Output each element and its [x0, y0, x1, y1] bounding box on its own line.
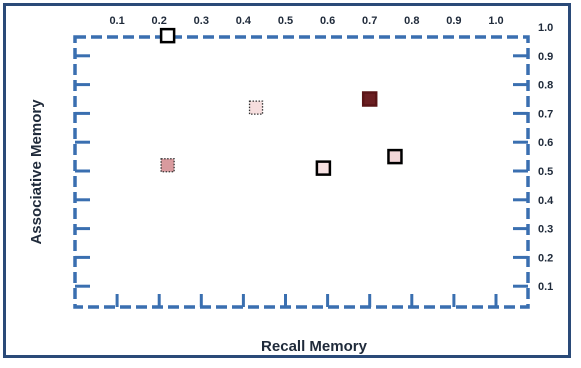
y-tick-label: 0.1: [538, 281, 553, 293]
points-layer: [159, 27, 403, 176]
x-tick-label: 0.2: [152, 15, 167, 27]
outer-frame: [3, 3, 571, 358]
x-tick-label: 0.5: [278, 15, 293, 27]
data-point: [315, 160, 332, 176]
y-tick-label: 0.6: [538, 137, 553, 149]
x-tick-label: 0.1: [109, 15, 124, 27]
x-tick-label: 0.8: [404, 15, 419, 27]
y-tick-labels: 0.1 0.2 0.3 0.4 0.5 0.6 0.7 0.8 0.9 1.0: [538, 22, 554, 293]
y-tick-label: 1.0: [538, 22, 553, 34]
y-tick-label: 0.2: [538, 252, 553, 264]
data-point: [159, 27, 176, 44]
x-tick-label: 0.4: [236, 15, 252, 27]
x-axis-title: Recall Memory: [261, 338, 368, 355]
data-point: [248, 100, 264, 115]
y-tick-label: 0.4: [538, 195, 554, 207]
ticks-layer: [75, 54, 528, 307]
x-tick-label: 1.0: [488, 15, 503, 27]
x-tick-label: 0.9: [446, 15, 461, 27]
data-point: [387, 148, 403, 165]
plot-border: [73, 35, 530, 309]
y-tick-label: 0.8: [538, 80, 553, 92]
y-tick-label: 0.7: [538, 108, 553, 120]
y-tick-label: 0.5: [538, 166, 553, 178]
x-tick-label: 0.3: [194, 15, 209, 27]
y-axis-title: Associative Memory: [28, 99, 45, 245]
data-point: [160, 158, 175, 173]
x-tick-label: 0.7: [362, 15, 377, 27]
data-point: [361, 91, 378, 107]
y-tick-label: 0.3: [538, 224, 553, 236]
x-tick-label: 0.6: [320, 15, 335, 27]
x-tick-labels: 0.1 0.2 0.3 0.4 0.5 0.6 0.7 0.8 0.9 1.0: [109, 15, 503, 27]
y-tick-label: 0.9: [538, 51, 553, 63]
